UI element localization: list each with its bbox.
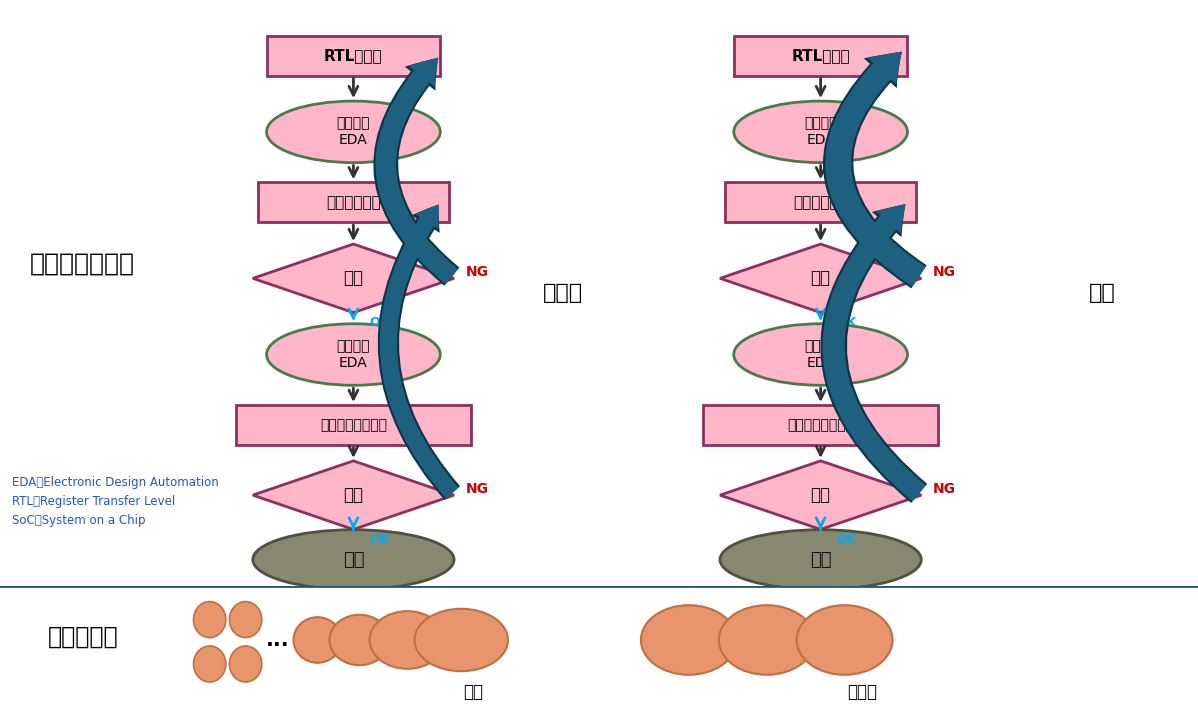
Text: NG: NG bbox=[933, 265, 956, 280]
FancyBboxPatch shape bbox=[266, 36, 440, 76]
Ellipse shape bbox=[797, 605, 893, 675]
Text: 論理合成
EDA: 論理合成 EDA bbox=[804, 116, 837, 148]
Polygon shape bbox=[720, 461, 921, 530]
Text: ネットリスト: ネットリスト bbox=[793, 195, 848, 210]
Ellipse shape bbox=[733, 101, 908, 162]
Ellipse shape bbox=[415, 609, 508, 671]
Text: RTLデータ: RTLデータ bbox=[792, 48, 849, 63]
Ellipse shape bbox=[193, 602, 225, 638]
FancyArrowPatch shape bbox=[374, 58, 459, 286]
Ellipse shape bbox=[229, 602, 261, 638]
Text: ネットリスト: ネットリスト bbox=[326, 195, 381, 210]
Text: 少ない: 少ない bbox=[543, 283, 583, 303]
Text: OK: OK bbox=[369, 316, 389, 329]
Text: EDA：Electronic Design Automation
RTL：Register Transfer Level
SoC：System on a Chi: EDA：Electronic Design Automation RTL：Reg… bbox=[12, 477, 219, 527]
Text: NG: NG bbox=[466, 265, 489, 280]
Text: ユーザー数: ユーザー数 bbox=[48, 624, 119, 648]
Ellipse shape bbox=[720, 530, 921, 590]
FancyArrowPatch shape bbox=[823, 52, 926, 288]
Text: NG: NG bbox=[933, 482, 956, 496]
Text: 少ない: 少ない bbox=[847, 683, 878, 700]
Text: 配置配線
EDA: 配置配線 EDA bbox=[337, 339, 370, 370]
Text: 検証: 検証 bbox=[811, 270, 830, 287]
Ellipse shape bbox=[253, 530, 454, 590]
Text: 製造: 製造 bbox=[343, 551, 364, 568]
Polygon shape bbox=[253, 244, 454, 313]
FancyBboxPatch shape bbox=[258, 182, 449, 222]
FancyArrowPatch shape bbox=[377, 205, 460, 500]
FancyArrowPatch shape bbox=[821, 204, 927, 503]
FancyBboxPatch shape bbox=[733, 36, 908, 76]
Text: マスクレイアウト: マスクレイアウト bbox=[787, 418, 854, 432]
Polygon shape bbox=[720, 244, 921, 313]
Text: 多い: 多い bbox=[1089, 283, 1115, 303]
Text: 多い: 多い bbox=[464, 683, 483, 700]
Text: 検証: 検証 bbox=[811, 486, 830, 504]
Text: OK: OK bbox=[369, 533, 389, 546]
Ellipse shape bbox=[641, 605, 737, 675]
Ellipse shape bbox=[733, 324, 908, 385]
Text: 設計のやり直し: 設計のやり直し bbox=[30, 252, 135, 275]
Ellipse shape bbox=[229, 646, 261, 682]
Text: マスクレイアウト: マスクレイアウト bbox=[320, 418, 387, 432]
Text: NG: NG bbox=[466, 482, 489, 496]
Text: ...: ... bbox=[266, 630, 290, 650]
Text: 検証: 検証 bbox=[344, 486, 363, 504]
Polygon shape bbox=[253, 461, 454, 530]
FancyBboxPatch shape bbox=[725, 182, 916, 222]
Ellipse shape bbox=[266, 324, 441, 385]
FancyArrowPatch shape bbox=[380, 205, 459, 498]
Text: 配置配線
EDA: 配置配線 EDA bbox=[804, 339, 837, 370]
FancyArrowPatch shape bbox=[375, 58, 458, 284]
Text: 検証: 検証 bbox=[344, 270, 363, 287]
FancyBboxPatch shape bbox=[703, 405, 938, 445]
Ellipse shape bbox=[193, 646, 225, 682]
Ellipse shape bbox=[329, 615, 389, 665]
Ellipse shape bbox=[266, 101, 441, 162]
Ellipse shape bbox=[719, 605, 815, 675]
Ellipse shape bbox=[370, 611, 446, 669]
Ellipse shape bbox=[294, 617, 341, 663]
Text: OK: OK bbox=[836, 316, 857, 329]
Text: 論理合成
EDA: 論理合成 EDA bbox=[337, 116, 370, 148]
FancyArrowPatch shape bbox=[825, 52, 926, 287]
Text: RTLデータ: RTLデータ bbox=[325, 48, 382, 63]
FancyBboxPatch shape bbox=[236, 405, 471, 445]
Text: 製造: 製造 bbox=[810, 551, 831, 568]
FancyArrowPatch shape bbox=[823, 204, 926, 501]
Text: OK: OK bbox=[836, 533, 857, 546]
